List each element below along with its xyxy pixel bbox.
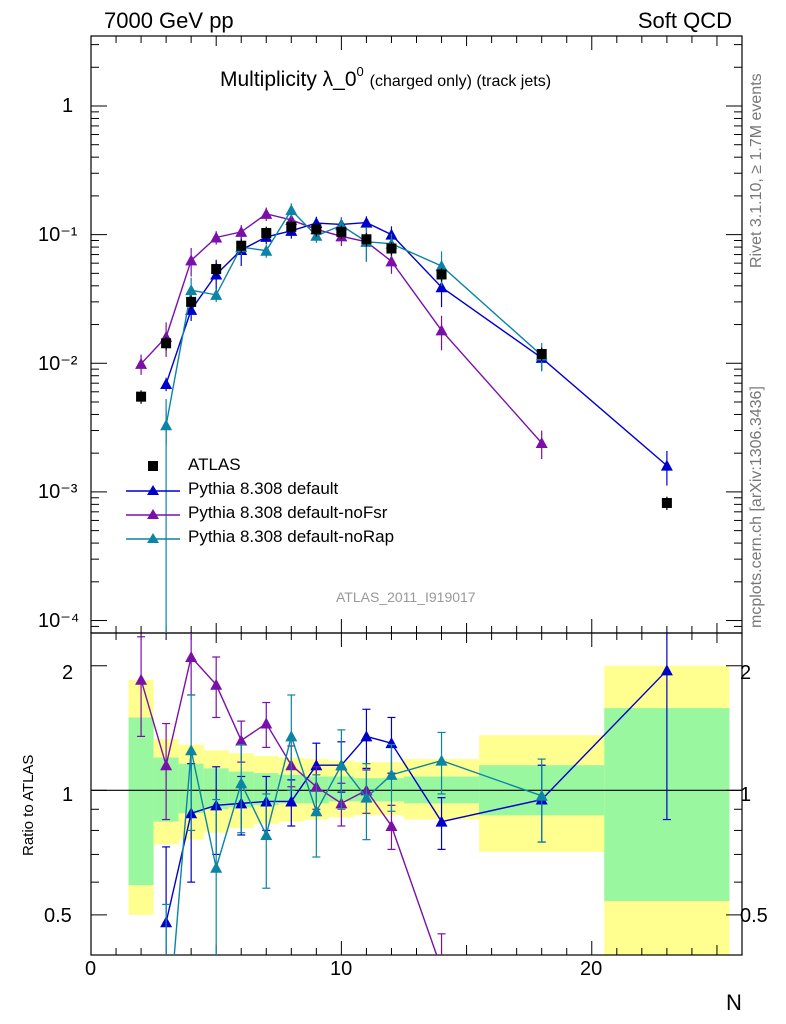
ratio-series-point (160, 759, 173, 771)
ratio-series-point (360, 791, 373, 803)
main-series-point (160, 377, 173, 389)
ratio-series-point (285, 795, 298, 807)
data-point (261, 227, 272, 238)
legend-marker-nofsr (126, 509, 180, 519)
x-tick-label: 0 (85, 958, 97, 980)
process-label: Soft QCD (637, 8, 732, 33)
data-point (211, 264, 222, 275)
legend-marker-norap (126, 533, 180, 543)
main-plot-area (135, 203, 673, 633)
ratio-series-point (235, 777, 248, 789)
main-series-point (135, 357, 148, 369)
ratio-series-point (385, 819, 398, 831)
main-y-tick-label: 1 (62, 95, 74, 117)
main-series-line (140, 213, 543, 444)
ratio-series-point (435, 754, 448, 766)
main-series-point (185, 254, 198, 266)
ratio-series-point (310, 759, 323, 771)
main-y-tick-label: 10⁻¹ (38, 224, 78, 246)
ratio-y-tick-label-right: 2 (740, 662, 752, 684)
legend-label-norap: Pythia 8.308 default-noRap (188, 527, 395, 546)
ratio-series-point (210, 861, 223, 873)
main-series-point (535, 436, 548, 448)
main-series-point (210, 288, 223, 300)
data-point (361, 234, 372, 245)
ratio-series-point (260, 828, 273, 840)
ratio-series-point (385, 768, 398, 780)
data-point (386, 243, 397, 254)
x-tick-label: 20 (580, 958, 603, 980)
ratio-series-point (185, 650, 198, 662)
data-point (186, 296, 197, 307)
main-series-point (385, 255, 398, 267)
data-point (661, 497, 672, 508)
ratio-series-point (260, 717, 273, 729)
chart-title-main: Multiplicity λ_0 (220, 68, 357, 91)
main-series-point (435, 260, 448, 272)
ratio-uncertainty-bands (128, 665, 730, 955)
main-series-point (285, 204, 298, 216)
ratio-y-tick-label-right: 0.5 (740, 905, 768, 927)
ratio-series-point (385, 737, 398, 749)
data-point (436, 269, 447, 280)
main-series-point (260, 244, 273, 256)
data-point (136, 391, 147, 402)
analysis-label: ATLAS_2011_I919017 (336, 589, 476, 605)
main-series-point (185, 284, 198, 296)
energy-label: 7000 GeV pp (104, 8, 234, 33)
mcplots-label: mcplots.cern.ch [arXiv:1306.3436] (748, 386, 765, 628)
ratio-series-point (335, 759, 348, 771)
band-inner (128, 717, 154, 886)
main-y-tick-label: 10⁻⁴ (38, 610, 80, 632)
legend-label-default: Pythia 8.308 default (188, 479, 339, 498)
main-series-point (435, 281, 448, 293)
legend-marker-default (126, 485, 180, 495)
ratio-y-axis-label: Ratio to ATLAS (20, 754, 37, 856)
rivet-version-label: Rivet 3.1.10, ≥ 1.7M events (748, 73, 765, 268)
ratio-series-point (535, 789, 548, 801)
main-series-point (185, 303, 198, 315)
ratio-series-point (435, 815, 448, 827)
ratio-series-point (436, 963, 448, 974)
data-point (286, 221, 297, 232)
data-point (236, 240, 247, 251)
ratio-y-tick-label: 0.5 (44, 905, 72, 927)
data-point (311, 224, 322, 235)
ratio-series-point (235, 734, 248, 746)
ratio-series-point (310, 805, 323, 817)
main-series-point (235, 225, 248, 237)
main-series-point (260, 207, 273, 219)
ratio-series-point (185, 744, 198, 756)
ratio-y-tick-label: 1 (62, 784, 74, 806)
data-point (536, 349, 547, 360)
main-series-point (660, 459, 673, 471)
data-point (336, 226, 347, 237)
main-series-point (435, 324, 448, 336)
legend-label-nofsr: Pythia 8.308 default-noFsr (188, 503, 388, 522)
x-axis-label: N (726, 990, 742, 1015)
chart-title: Multiplicity λ_00 (charged only) (track … (220, 64, 552, 92)
ratio-series-point (360, 730, 373, 742)
ratio-series-point (660, 664, 673, 676)
chart-title-suffix: (charged only) (track jets) (369, 73, 552, 90)
main-y-tick-label: 10⁻³ (38, 481, 78, 503)
data-point (161, 338, 172, 349)
ratio-series-point (285, 730, 298, 742)
ratio-series-line (173, 733, 542, 955)
ratio-series-line (140, 655, 438, 955)
legend-label-atlas: ATLAS (188, 455, 241, 474)
chart-title-sup: 0 (356, 64, 364, 79)
x-tick-label: 10 (330, 958, 353, 980)
legend-marker-atlas (148, 461, 158, 471)
ratio-plot-area (135, 633, 673, 974)
main-y-tick-label: 10⁻² (38, 353, 78, 375)
ratio-y-tick-label-right: 1 (740, 784, 752, 806)
ratio-series-point (210, 678, 223, 690)
main-series-point (360, 216, 373, 228)
main-series-line (165, 209, 543, 426)
ratio-y-tick-label: 2 (62, 662, 74, 684)
main-series-point (210, 231, 223, 243)
ratio-series-point (135, 673, 148, 685)
